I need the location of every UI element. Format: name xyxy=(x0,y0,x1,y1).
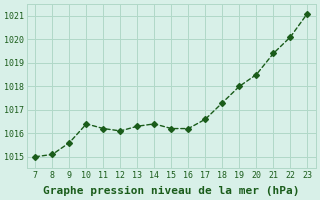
X-axis label: Graphe pression niveau de la mer (hPa): Graphe pression niveau de la mer (hPa) xyxy=(43,186,300,196)
